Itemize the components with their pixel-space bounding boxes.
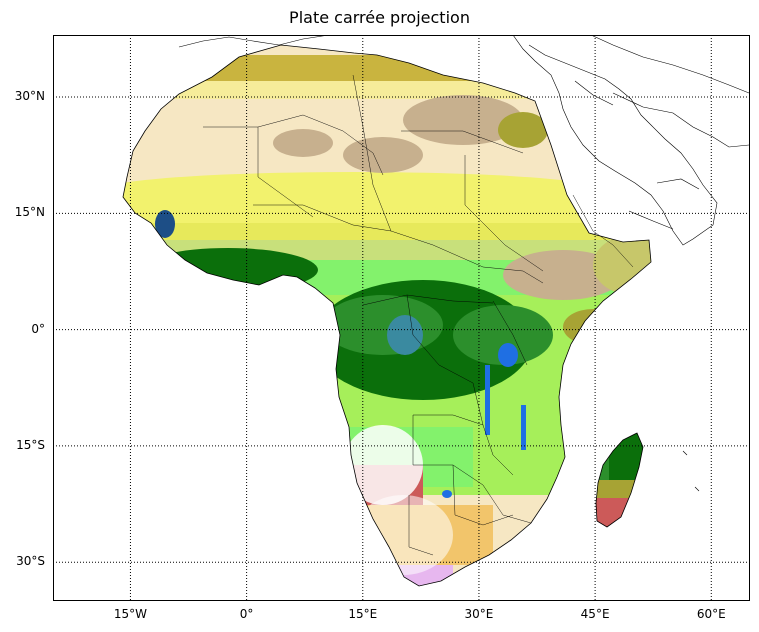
latitude-tick-label: 15°N (14, 205, 45, 220)
map-canvas (53, 34, 750, 601)
country-borders-outside (178, 34, 750, 492)
longitude-tick-label: 45°E (580, 607, 610, 621)
graticule (53, 35, 750, 601)
africa-coastline (122, 44, 652, 587)
latitude-tick-label: 0° (31, 321, 45, 336)
map-frame (53, 35, 750, 601)
longitude-tick-label: 30°E (464, 607, 494, 621)
latitude-tick-label: 30°S (16, 554, 45, 569)
madagascar-coastline (595, 432, 644, 528)
african-country-borders (203, 74, 634, 556)
longitude-tick-label: 15°W (113, 607, 147, 621)
map-title: Plate carrée projection (289, 8, 470, 27)
longitude-tick-label: 60°E (696, 607, 726, 621)
map-plot (53, 34, 750, 601)
longitude-tick-label: 15°E (348, 607, 378, 621)
longitude-tick-label: 0° (239, 607, 254, 621)
latitude-tick-label: 15°S (16, 437, 45, 452)
latitude-tick-label: 30°N (14, 89, 45, 104)
